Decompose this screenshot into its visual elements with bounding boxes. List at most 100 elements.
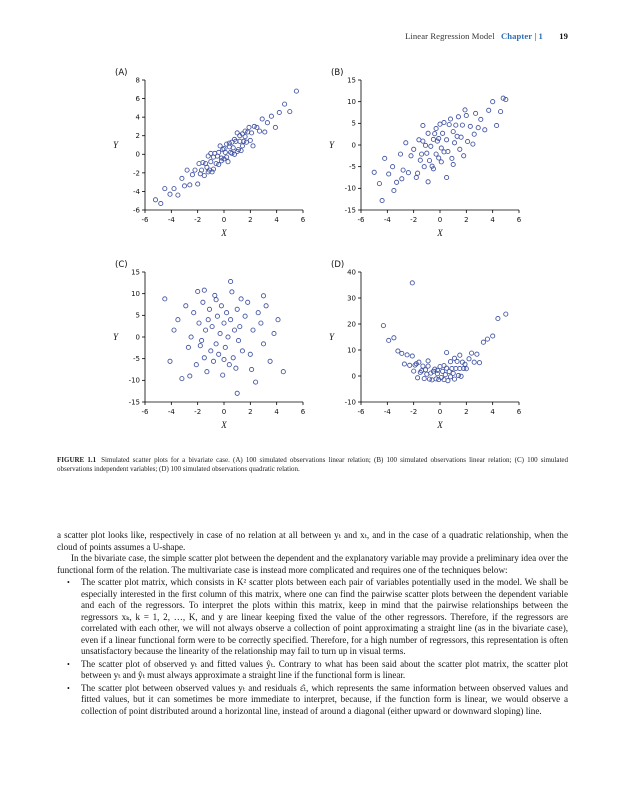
bullet-icon: • [67,683,70,693]
bullet-icon: • [67,659,70,669]
scatter-plot-d: (D) -10 0 10 20 30 40 -6 -4 -2 0 2 4 6 Y X [319,256,535,442]
svg-text:10: 10 [347,346,356,354]
svg-text:-5: -5 [133,355,140,363]
svg-text:10: 10 [131,290,140,298]
bullet-icon: • [67,578,70,587]
scatter-plot-c: (C) -15 -10 -5 0 5 10 15 -6 -4 -2 0 2 4 6 Y X [103,256,319,442]
svg-text:8: 8 [136,76,140,84]
bullet-item-residuals: • The scatter plot between observed valu… [57,683,568,718]
data-points [162,278,286,396]
svg-text:0: 0 [222,216,226,224]
y-axis-label: Y [113,140,119,150]
x-axis-label: X [436,228,443,238]
svg-text:2: 2 [136,132,140,140]
body-text: a scatter plot looks like, respectively … [57,530,568,717]
svg-text:-2: -2 [410,408,417,416]
svg-text:0: 0 [438,408,442,416]
svg-text:15: 15 [347,76,356,84]
svg-text:0: 0 [222,408,226,416]
svg-text:4: 4 [274,216,279,224]
page-number: 19 [559,31,568,41]
bullet-item-scatter-matrix: • The scatter plot matrix, which consist… [57,577,568,658]
axes: -15 -10 -5 0 5 10 15 -6 -4 -2 0 2 4 6 [345,76,522,224]
data-points [380,280,509,384]
svg-text:6: 6 [301,408,306,416]
svg-text:15: 15 [131,268,140,276]
data-points [152,88,299,207]
scatter-chart-svg: (C) -15 -10 -5 0 5 10 15 -6 -4 -2 0 2 4 6 Y X [113,260,306,430]
y-axis-label: Y [329,140,335,150]
x-axis-label: X [220,420,227,430]
figure-1-1: (A) -6 -4 -2 0 2 4 6 8 -6 -4 -2 0 2 4 6 Y X (B) -15 -10 -5 0 5… [103,64,535,442]
svg-text:2: 2 [248,408,252,416]
scatter-plot-a: (A) -6 -4 -2 0 2 4 6 8 -6 -4 -2 0 2 4 6 Y X [103,64,319,250]
svg-text:4: 4 [490,408,495,416]
panel-label: (C) [115,260,128,270]
svg-text:10: 10 [347,98,356,106]
svg-text:30: 30 [347,294,356,302]
svg-text:-2: -2 [410,216,417,224]
chapter-label: Chapter | 1 [500,31,543,41]
svg-text:6: 6 [517,408,522,416]
figure-caption: FIGURE 1.1 Simulated scatter plots for a … [57,456,568,474]
svg-text:-4: -4 [168,216,176,224]
svg-text:-15: -15 [129,398,140,406]
bullet-text: The scatter plot of observed yₜ and fitt… [81,658,568,681]
figure-caption-text: Simulated scatter plots for a bivariate … [57,456,568,473]
bullet-list: • The scatter plot matrix, which consist… [57,577,568,717]
svg-text:-4: -4 [384,408,392,416]
svg-text:2: 2 [464,216,468,224]
svg-text:4: 4 [274,408,279,416]
panel-label: (A) [115,68,127,78]
paragraph-2: In the bivariate case, the simple scatte… [57,553,568,575]
running-title: Linear Regression Model [405,31,495,41]
svg-text:6: 6 [301,216,306,224]
svg-text:-10: -10 [345,185,356,193]
data-points [371,95,509,204]
svg-text:20: 20 [347,320,356,328]
scatter-chart-svg: (B) -15 -10 -5 0 5 10 15 -6 -4 -2 0 2 4 6 Y X [329,68,522,238]
scatter-plot-b: (B) -15 -10 -5 0 5 10 15 -6 -4 -2 0 2 4 6 Y X [319,64,535,250]
running-head: Linear Regression Model Chapter | 1 19 [405,31,568,41]
svg-text:-5: -5 [349,163,356,171]
svg-text:4: 4 [136,114,141,122]
svg-text:-2: -2 [133,169,140,177]
panel-label: (B) [331,68,343,78]
scatter-chart-svg: (A) -6 -4 -2 0 2 4 6 8 -6 -4 -2 0 2 4 6 Y X [113,68,306,238]
paragraph-1: a scatter plot looks like, respectively … [57,530,568,552]
svg-text:5: 5 [352,120,356,128]
figure-caption-label: FIGURE 1.1 [57,456,97,464]
axes: -6 -4 -2 0 2 4 6 8 -6 -4 -2 0 2 4 6 [133,76,306,224]
svg-text:-2: -2 [194,408,201,416]
svg-text:0: 0 [352,372,356,380]
svg-text:6: 6 [517,216,522,224]
y-axis-label: Y [329,332,335,342]
axes: -15 -10 -5 0 5 10 15 -6 -4 -2 0 2 4 6 [129,268,306,416]
svg-text:4: 4 [490,216,495,224]
scatter-chart-svg: (D) -10 0 10 20 30 40 -6 -4 -2 0 2 4 6 Y X [329,260,522,430]
x-axis-label: X [220,228,227,238]
svg-text:-10: -10 [129,377,140,385]
svg-text:0: 0 [136,151,140,159]
svg-text:2: 2 [248,216,252,224]
svg-text:2: 2 [464,408,468,416]
svg-text:40: 40 [347,268,356,276]
svg-text:0: 0 [352,141,356,149]
svg-text:-6: -6 [358,408,366,416]
svg-text:5: 5 [136,312,140,320]
bullet-text: The scatter plot between observed values… [81,682,568,716]
panel-label: (D) [331,260,344,270]
svg-text:6: 6 [136,95,141,103]
bullet-text: The scatter plot matrix, which consists … [81,577,568,656]
svg-text:0: 0 [136,333,140,341]
svg-text:-4: -4 [384,216,392,224]
svg-text:0: 0 [438,216,442,224]
svg-text:-15: -15 [345,206,356,214]
axes: -10 0 10 20 30 40 -6 -4 -2 0 2 4 6 [345,268,522,416]
bullet-item-fitted-values: • The scatter plot of observed yₜ and fi… [57,659,568,682]
svg-text:-6: -6 [142,216,150,224]
svg-text:-4: -4 [133,188,141,196]
svg-text:-2: -2 [194,216,201,224]
svg-text:-10: -10 [345,398,356,406]
